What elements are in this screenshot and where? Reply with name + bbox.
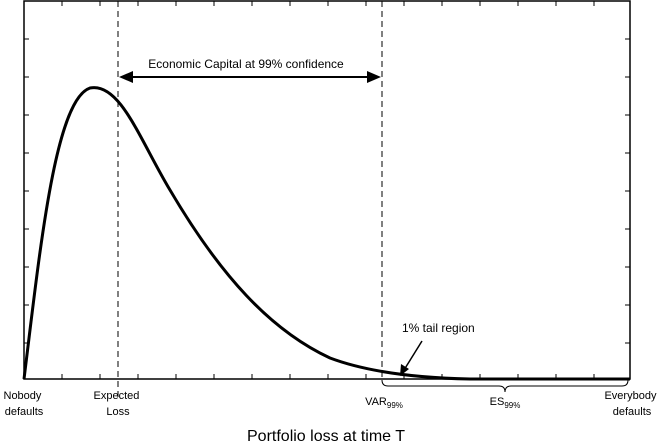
- expected-loss-label: Expected Loss: [94, 390, 143, 418]
- nobody-defaults-label: Nobody defaults: [4, 390, 45, 418]
- es-brace: [381, 379, 629, 393]
- top-axis-ticks: [61, 1, 595, 6]
- economic-capital-label: Economic Capital at 99% confidence: [148, 57, 344, 71]
- var-label: VAR99%: [365, 396, 403, 410]
- right-axis-ticks: [625, 38, 630, 344]
- plot-frame: [23, 0, 631, 380]
- es-label: ES99%: [490, 396, 521, 410]
- everybody-defaults-label: Everybody defaults: [604, 390, 659, 418]
- tail-region-arrow: [403, 340, 423, 371]
- axis-title: Portfolio loss at time T: [247, 428, 405, 445]
- loss-distribution-curve: [22, 86, 630, 381]
- economic-capital-arrow: [119, 71, 381, 83]
- tail-region-arrowhead: [400, 364, 409, 376]
- tail-region-label: 1% tail region: [402, 321, 475, 335]
